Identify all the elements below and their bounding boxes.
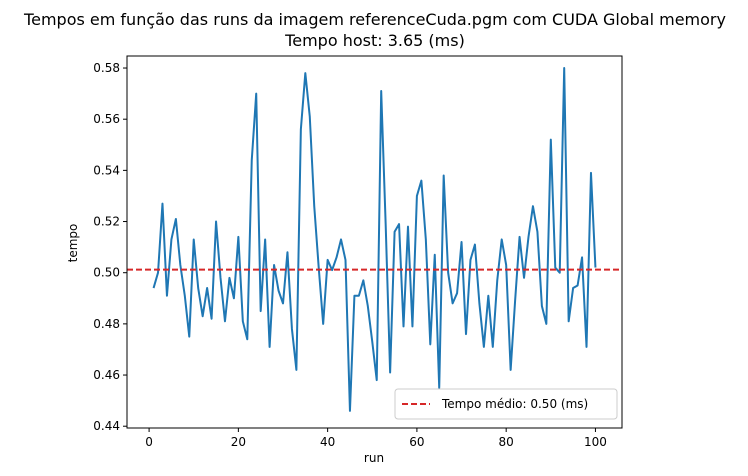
y-tick-label: 0.52 <box>93 215 120 229</box>
plot-area <box>127 67 622 412</box>
y-tick-label: 0.48 <box>93 317 120 331</box>
y-tick-label: 0.50 <box>93 266 120 280</box>
x-tick-label: 0 <box>145 435 153 449</box>
series-line <box>152 67 597 412</box>
x-tick-label: 80 <box>499 435 514 449</box>
legend: Tempo médio: 0.50 (ms) <box>394 388 618 420</box>
chart-title: Tempos em função das runs da imagem refe… <box>23 10 726 29</box>
y-tick-label: 0.46 <box>93 368 120 382</box>
x-tick-label: 100 <box>584 435 607 449</box>
y-tick-label: 0.54 <box>93 163 120 177</box>
x-tick-label: 60 <box>409 435 424 449</box>
x-tick-label: 20 <box>231 435 246 449</box>
y-tick-label: 0.56 <box>93 112 120 126</box>
plot-frame <box>126 55 623 429</box>
x-axis: 0 20 40 60 80 100 <box>145 428 607 449</box>
y-axis: 0.44 0.46 0.48 0.50 0.52 0.54 0.56 0.58 <box>93 61 127 433</box>
x-axis-label: run <box>364 451 384 465</box>
x-tick-label: 40 <box>320 435 335 449</box>
y-tick-label: 0.58 <box>93 61 120 75</box>
y-axis-label: tempo <box>66 224 80 263</box>
legend-box <box>394 388 618 420</box>
chart-subtitle: Tempo host: 3.65 (ms) <box>284 31 465 50</box>
y-tick-label: 0.44 <box>93 419 120 433</box>
legend-entry-mean: Tempo médio: 0.50 (ms) <box>441 397 588 411</box>
